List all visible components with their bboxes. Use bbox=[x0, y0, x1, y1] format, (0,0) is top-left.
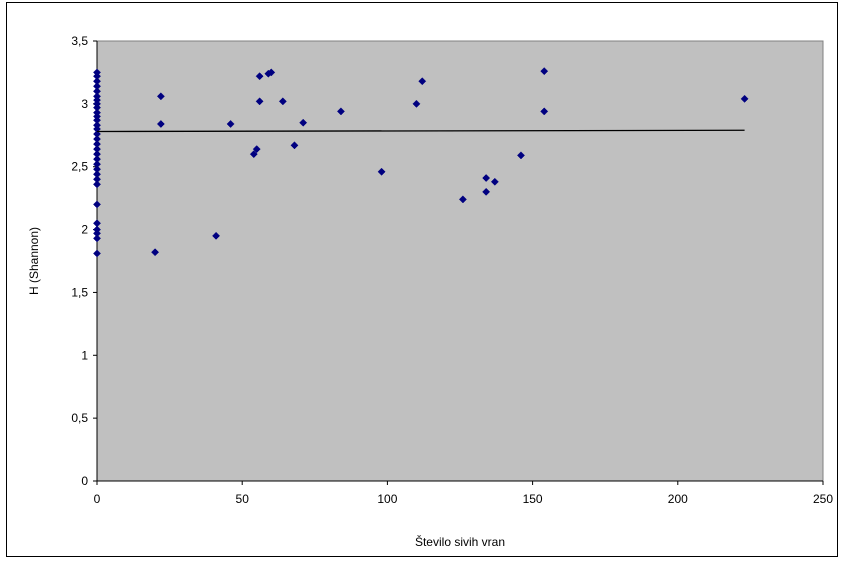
data-point bbox=[740, 94, 749, 103]
data-point bbox=[278, 97, 287, 106]
data-point bbox=[249, 150, 258, 159]
data-point bbox=[458, 195, 467, 204]
x-tick-label: 200 bbox=[668, 492, 688, 506]
data-point bbox=[540, 67, 549, 76]
data-point bbox=[255, 97, 264, 106]
data-point bbox=[482, 187, 491, 196]
data-point bbox=[93, 180, 101, 189]
x-axis-title: Število sivih vran bbox=[415, 534, 505, 549]
y-tick-label: 2 bbox=[81, 223, 88, 237]
y-tick-label: 3 bbox=[81, 97, 88, 111]
data-point bbox=[336, 107, 345, 116]
data-point bbox=[267, 68, 276, 77]
data-point bbox=[252, 145, 261, 154]
data-point bbox=[377, 167, 386, 176]
trendline-group bbox=[96, 129, 745, 133]
data-point bbox=[255, 72, 264, 81]
y-tick-label: 1,5 bbox=[71, 285, 88, 299]
y-axis: 0 0,5 1 1,5 2 2,5 3 3,5 bbox=[71, 34, 98, 488]
data-point bbox=[490, 177, 499, 186]
y-axis-title: H (Shannon) bbox=[27, 227, 41, 295]
data-point bbox=[517, 151, 525, 160]
x-axis: 0 50 100 150 200 250 bbox=[94, 480, 833, 506]
data-point bbox=[226, 120, 235, 128]
data-point bbox=[156, 92, 165, 101]
data-point bbox=[212, 231, 221, 240]
data-point bbox=[93, 249, 101, 258]
y-tick-label: 1 bbox=[81, 348, 88, 362]
y-tick-label: 0,5 bbox=[71, 411, 88, 425]
data-point bbox=[290, 141, 299, 150]
y-tick-label: 3,5 bbox=[71, 34, 88, 48]
data-point bbox=[482, 174, 491, 182]
x-tick-label: 250 bbox=[813, 492, 833, 506]
data-point bbox=[299, 118, 308, 127]
x-tick-label: 50 bbox=[236, 492, 250, 506]
data-point bbox=[93, 200, 101, 209]
data-point bbox=[540, 107, 549, 116]
x-tick-label: 150 bbox=[523, 492, 543, 506]
y-tick-label: 2,5 bbox=[71, 160, 88, 174]
x-tick-label: 100 bbox=[377, 492, 397, 506]
data-point bbox=[412, 99, 421, 108]
data-point bbox=[156, 120, 165, 128]
data-point bbox=[418, 77, 427, 86]
x-tick-label: 0 bbox=[94, 492, 101, 506]
data-points bbox=[93, 67, 749, 258]
data-point bbox=[93, 234, 101, 243]
plot-area bbox=[96, 40, 824, 482]
trendline bbox=[96, 129, 745, 133]
data-point bbox=[151, 248, 160, 257]
y-tick-label: 0 bbox=[81, 474, 88, 488]
